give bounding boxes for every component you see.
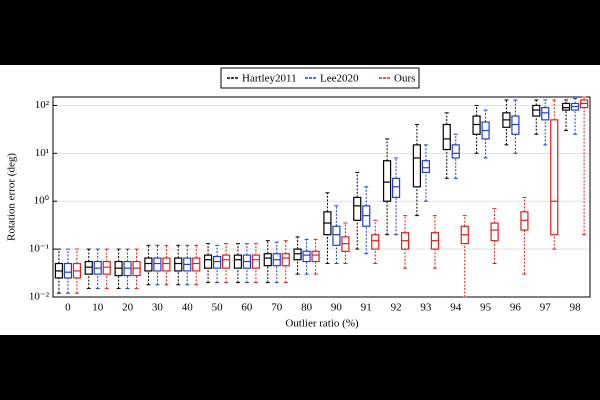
x-tick-label: 80 [301, 302, 313, 314]
box [192, 257, 201, 272]
box [281, 253, 290, 267]
chart-background [0, 65, 600, 335]
box [293, 248, 302, 261]
box [84, 260, 93, 275]
y-tick-label: 10⁻¹ [29, 243, 49, 255]
box [472, 115, 481, 135]
x-tick-label: 91 [361, 302, 372, 314]
y-axis-label: Rotation error (deg) [6, 153, 18, 241]
x-tick-label: 96 [510, 302, 522, 314]
x-tick-label: 92 [391, 302, 402, 314]
y-tick-label: 10⁰ [34, 195, 50, 207]
box [302, 250, 311, 263]
box [451, 144, 460, 159]
box [532, 104, 541, 117]
box [332, 225, 341, 246]
y-tick-label: 10¹ [35, 147, 49, 159]
box [550, 119, 559, 236]
y-tick-label: 10⁻² [29, 291, 50, 303]
box [371, 234, 380, 250]
x-tick-label: 70 [271, 302, 283, 314]
box [144, 257, 153, 272]
box [251, 254, 261, 269]
box [221, 254, 231, 269]
x-tick-label: 60 [241, 302, 253, 314]
y-tick-label: 10² [35, 99, 50, 111]
legend-label: Hartley2011 [242, 73, 297, 85]
x-tick-label: 50 [212, 302, 224, 314]
box [391, 177, 401, 199]
box [233, 254, 243, 269]
box [442, 123, 451, 151]
box [561, 102, 571, 111]
box [203, 254, 213, 269]
box [412, 144, 422, 188]
box [421, 160, 431, 173]
x-tick-label: 97 [540, 302, 552, 314]
x-tick-label: 95 [480, 302, 492, 314]
legend-label: Ours [394, 73, 415, 85]
box [490, 222, 499, 242]
box [311, 250, 320, 263]
x-tick-label: 30 [152, 302, 164, 314]
legend-label: Lee2020 [320, 73, 359, 85]
x-tick-label: 90 [331, 302, 343, 314]
box [212, 255, 222, 269]
x-tick-label: 10 [92, 302, 104, 314]
box [520, 211, 529, 231]
x-tick-label: 0 [65, 302, 71, 314]
box [102, 260, 111, 275]
box [63, 262, 73, 279]
box [174, 257, 183, 272]
x-tick-label: 93 [420, 302, 432, 314]
x-tick-label: 94 [450, 302, 462, 314]
x-tick-label: 98 [570, 302, 582, 314]
box [511, 115, 520, 135]
legend-frame [220, 67, 420, 89]
x-tick-label: 40 [182, 302, 194, 314]
x-axis-label: Outlier ratio (%) [285, 318, 359, 330]
plot-frame [52, 96, 591, 298]
box [382, 160, 392, 202]
box [353, 196, 362, 221]
box [263, 253, 272, 267]
box [162, 257, 171, 272]
box [153, 257, 162, 272]
box [541, 107, 550, 121]
x-tick-label: 20 [122, 302, 134, 314]
